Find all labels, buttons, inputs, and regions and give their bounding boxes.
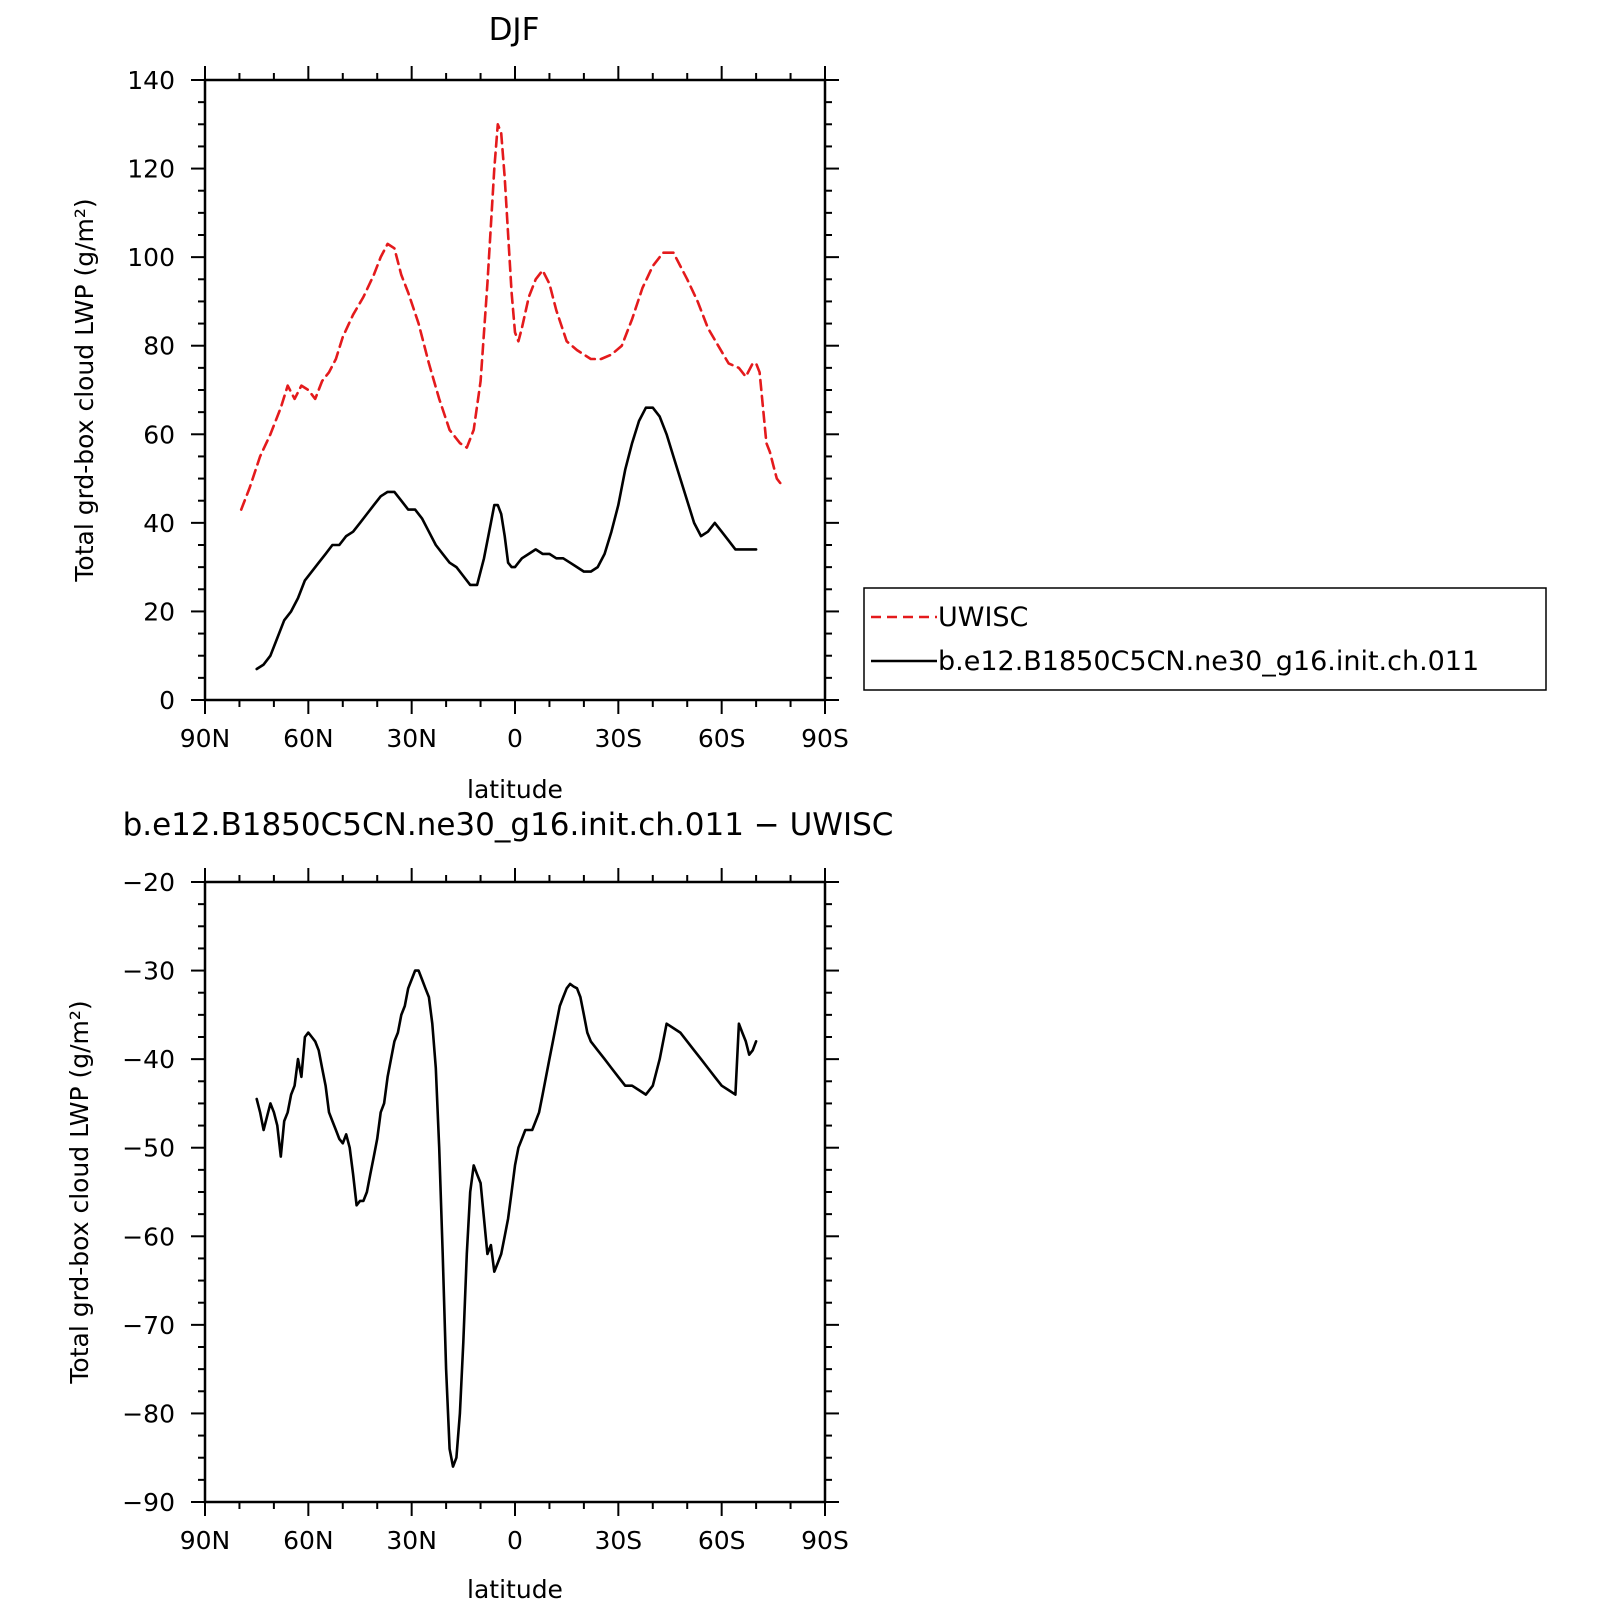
bottom-ytick-label: −60 [122,1222,175,1251]
top-xtick-label: 60S [698,724,746,753]
bottom-chart-title: b.e12.B1850C5CN.ne30_g16.init.ch.011 − U… [123,807,894,843]
bottom-panel: b.e12.B1850C5CN.ne30_g16.init.ch.011 − U… [65,807,893,1604]
top-ytick-label: 60 [143,420,175,449]
top-xtick-label: 30S [594,724,642,753]
bottom-ticks: 90N 60N 30N 0 30S 60S 90S −90 −80 −70 −60 −50 −40 −30… [122,868,849,1555]
top-ytick-label: 100 [127,243,175,272]
legend-box [863,587,1547,691]
bottom-xtick-label: 90S [801,1526,849,1555]
top-x-axis-label: latitude [467,775,563,804]
legend-label-uwisc: UWISC [938,602,1028,633]
legend-label-model: b.e12.B1850C5CN.ne30_g16.init.ch.011 [938,646,1479,677]
top-xtick-label: 90S [801,724,849,753]
top-series-line-b-e12-b1850c5cn-ne30-g16-init-ch-011 [255,406,758,671]
top-panel: DJF 90N 60N 30N 0 30S 60S 90S 0 20 40 60 80 100 120 14… [70,12,849,804]
bottom-ytick-label: −20 [122,868,175,897]
bottom-xtick-label: 30S [594,1526,642,1555]
bottom-xtick-label: 0 [507,1526,523,1555]
bottom-y-axis-label: Total grd-box cloud LWP (g/m²) [65,1000,94,1384]
top-xtick-label: 60N [283,724,334,753]
bottom-plot-frame [203,880,827,1504]
bottom-ytick-label: −50 [122,1134,175,1163]
bottom-ytick-label: −30 [122,957,175,986]
bottom-xtick-label: 30N [386,1526,437,1555]
top-ytick-label: 80 [143,332,175,361]
top-chart-title: DJF [489,12,540,48]
top-y-axis-label: Total grd-box cloud LWP (g/m²) [70,198,99,582]
top-ticks: 90N 60N 30N 0 30S 60S 90S 0 20 40 60 80 100 120 140 [127,66,849,753]
top-xtick-label: 90N [180,724,231,753]
bottom-series-line-difference [255,969,758,1468]
bottom-ytick-label: −90 [122,1488,175,1517]
top-ytick-label: 140 [127,66,175,95]
legend: UWISC b.e12.B1850C5CN.ne30_g16.init.ch.0… [863,587,1547,691]
bottom-xtick-label: 60N [283,1526,334,1555]
bottom-ytick-label: −70 [122,1311,175,1340]
top-xtick-label: 30N [386,724,437,753]
bottom-ytick-label: −80 [122,1399,175,1428]
top-series-layer [239,123,786,671]
top-plot-frame [203,78,827,702]
bottom-x-axis-label: latitude [467,1575,563,1604]
top-ytick-label: 120 [127,155,175,184]
top-series-line-uwisc [239,123,786,511]
top-ytick-label: 0 [159,686,175,715]
bottom-ytick-label: −40 [122,1045,175,1074]
top-ytick-label: 20 [143,597,175,626]
bottom-series-layer [255,969,758,1468]
top-xtick-label: 0 [507,724,523,753]
bottom-xtick-label: 90N [180,1526,231,1555]
top-ytick-label: 40 [143,509,175,538]
bottom-xtick-label: 60S [698,1526,746,1555]
